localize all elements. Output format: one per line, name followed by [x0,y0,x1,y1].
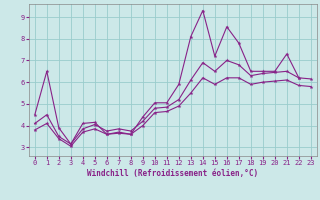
X-axis label: Windchill (Refroidissement éolien,°C): Windchill (Refroidissement éolien,°C) [87,169,258,178]
